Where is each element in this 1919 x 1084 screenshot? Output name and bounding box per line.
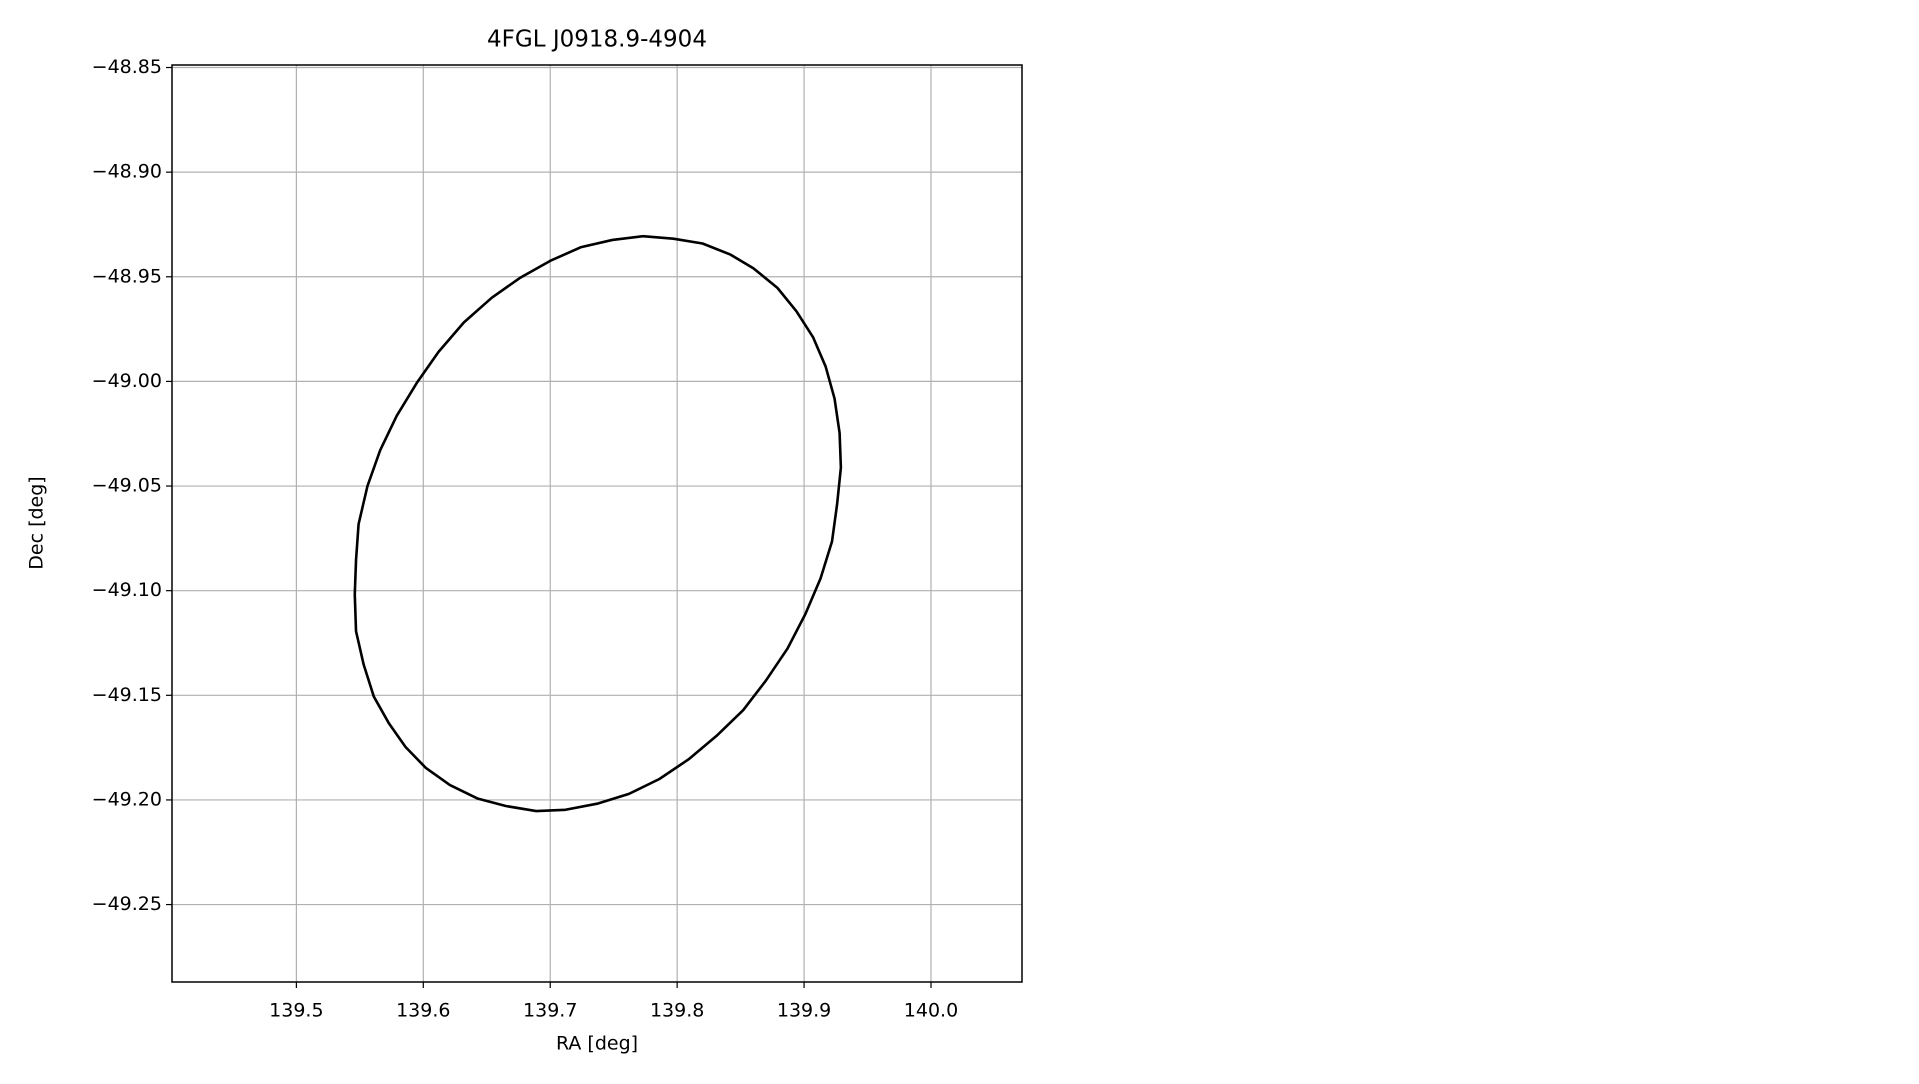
y-axis-label: Dec [deg]: [26, 476, 48, 569]
x-tick-label: 140.0: [904, 1000, 958, 1022]
x-axis-label: RA [deg]: [556, 1033, 638, 1055]
line: [353, 234, 843, 813]
y-tick-label: −49.10: [92, 579, 162, 601]
x-tick-label: 139.7: [523, 1000, 577, 1022]
x-tick-label: 139.8: [650, 1000, 704, 1022]
y-tick-label: −48.85: [92, 56, 162, 78]
plot-frame: [171, 64, 1023, 983]
y-tick-label: −49.00: [92, 370, 162, 392]
x-tick-label: 139.5: [269, 1000, 323, 1022]
chart-title: 4FGL J0918.9-4904: [487, 27, 707, 53]
y-tick-label: −49.05: [92, 475, 162, 497]
y-tick-label: −48.90: [92, 161, 162, 183]
y-tick-label: −49.25: [92, 893, 162, 915]
y-tick-label: −48.95: [92, 265, 162, 287]
y-tick-label: −49.15: [92, 684, 162, 706]
x-tick-label: 139.9: [777, 1000, 831, 1022]
y-tick-label: −49.20: [92, 788, 162, 810]
x-tick-label: 139.6: [396, 1000, 450, 1022]
